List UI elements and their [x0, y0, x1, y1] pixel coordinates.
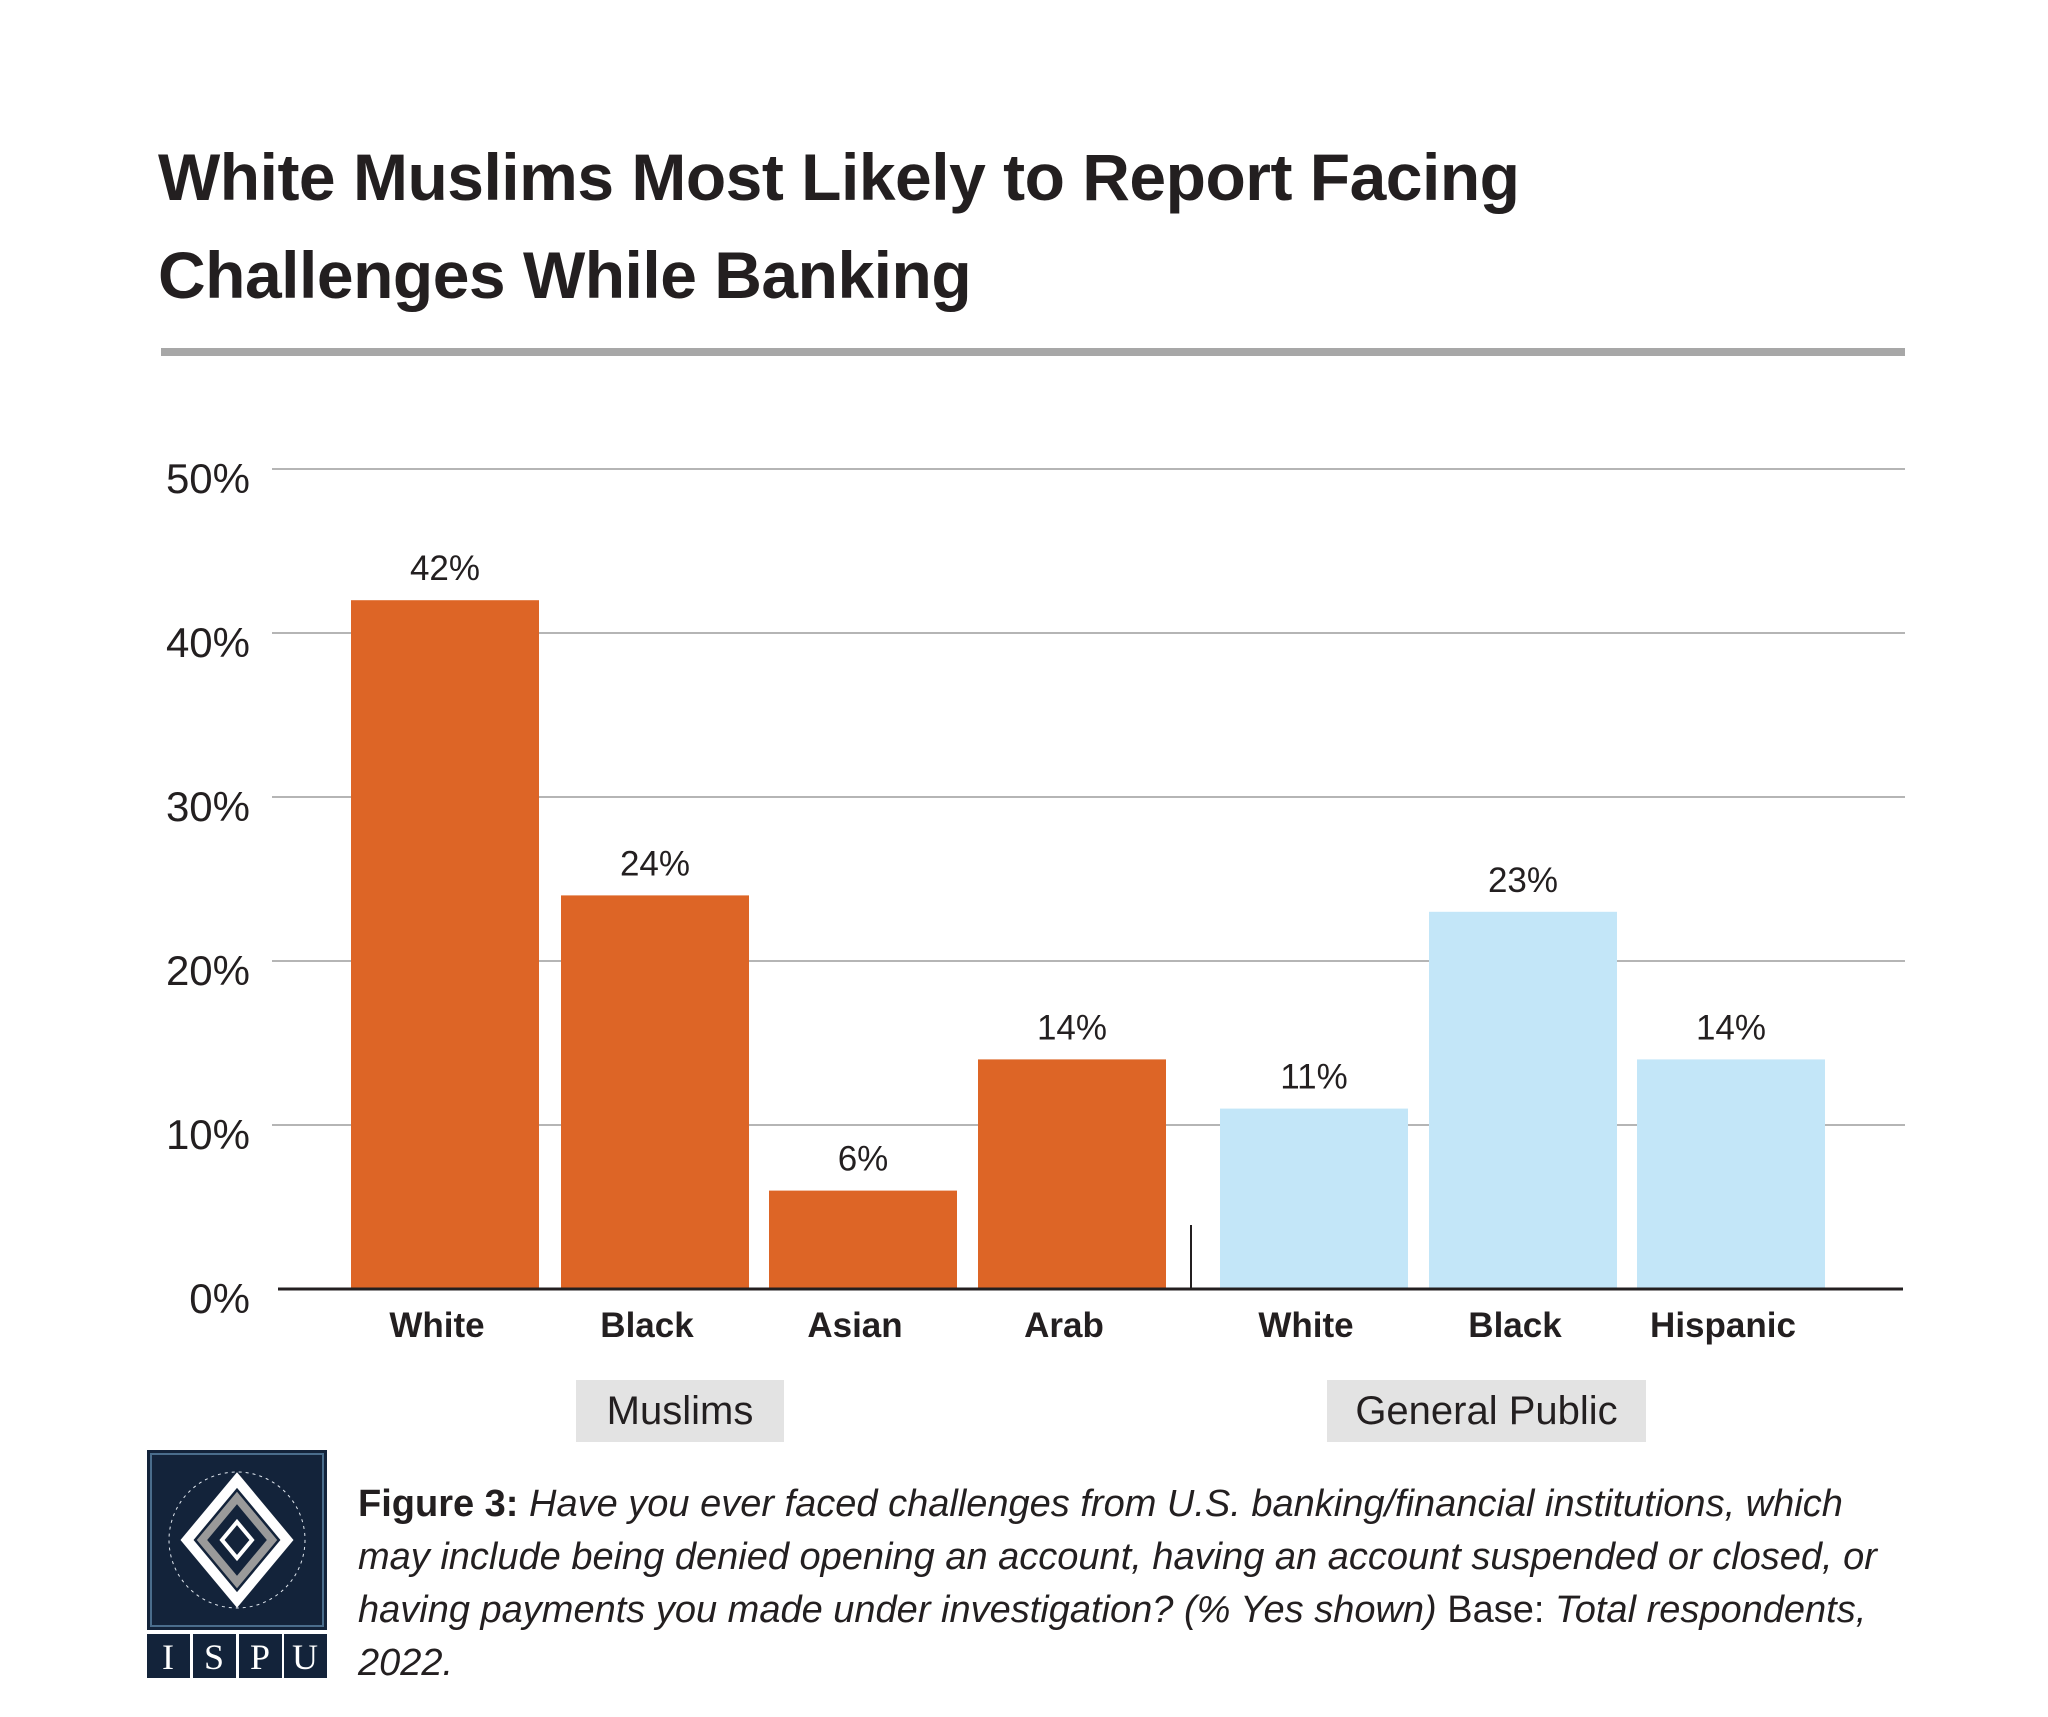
data-label: 6% — [838, 1140, 889, 1179]
group-label-muslims: Muslims — [576, 1380, 784, 1442]
title-line-1: White Muslims Most Likely to Report Faci… — [158, 140, 1520, 214]
title-line-2: Challenges While Banking — [158, 238, 972, 312]
bar — [1637, 1059, 1825, 1289]
y-tick-label: 20% — [166, 947, 250, 994]
svg-text:P: P — [250, 1637, 270, 1677]
bar — [1429, 911, 1617, 1289]
y-tick-label: 30% — [166, 783, 250, 830]
ispu-logo: I S P U — [147, 1450, 327, 1678]
caption-base-detail: Total respondents, 2022. — [358, 1589, 1867, 1684]
chart-title: White Muslims Most Likely to Report Faci… — [158, 128, 1520, 324]
data-label: 14% — [1037, 1008, 1107, 1047]
x-tick-label: Asian — [807, 1306, 902, 1345]
group-label-general-public: General Public — [1327, 1380, 1646, 1442]
svg-text:I: I — [162, 1637, 174, 1677]
bar — [351, 600, 539, 1289]
data-label: 42% — [410, 549, 480, 588]
bar — [1220, 1108, 1408, 1289]
x-tick-label: White — [389, 1306, 484, 1345]
x-tick-label: Black — [1468, 1306, 1562, 1345]
data-label: 23% — [1488, 861, 1558, 900]
svg-text:S: S — [204, 1637, 224, 1677]
x-tick-label: Arab — [1024, 1306, 1104, 1345]
bar — [769, 1190, 957, 1289]
caption-label: Figure 3: — [358, 1483, 519, 1525]
y-tick-label: 0% — [189, 1275, 250, 1322]
ispu-logo-icon: I S P U — [147, 1450, 327, 1678]
data-label: 24% — [620, 844, 690, 883]
x-tick-label: Black — [600, 1306, 694, 1345]
title-divider — [161, 348, 1905, 356]
x-tick-label: White — [1258, 1306, 1353, 1345]
data-label: 14% — [1696, 1008, 1766, 1047]
caption-question: Have you ever faced challenges from U.S.… — [358, 1483, 1877, 1631]
y-tick-label: 10% — [166, 1111, 250, 1158]
x-tick-label: Hispanic — [1650, 1306, 1796, 1345]
y-tick-label: 40% — [166, 619, 250, 666]
figure-caption: Figure 3: Have you ever faced challenges… — [358, 1478, 1918, 1690]
svg-text:U: U — [292, 1637, 318, 1677]
caption-base: Base: — [1447, 1589, 1545, 1631]
data-label: 11% — [1280, 1058, 1347, 1097]
y-tick-label: 50% — [166, 455, 250, 502]
bar — [978, 1059, 1166, 1289]
bar — [561, 895, 749, 1289]
